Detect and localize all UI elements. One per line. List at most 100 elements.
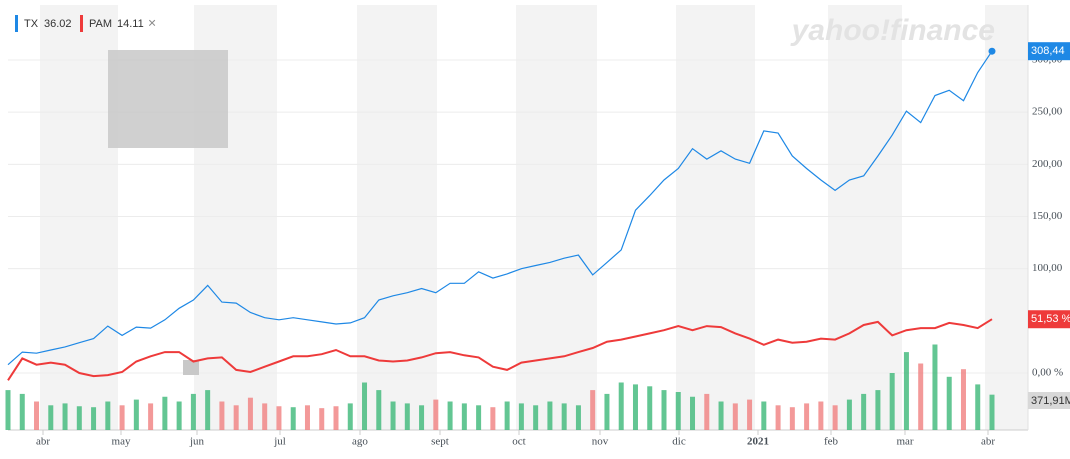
volume-bar xyxy=(419,405,425,430)
volume-bar xyxy=(219,401,225,430)
volume-bar xyxy=(504,401,510,430)
blurred-overlay xyxy=(108,50,228,148)
volume-bar xyxy=(732,403,738,430)
month-band xyxy=(985,5,1028,430)
volume-bar xyxy=(590,390,596,430)
volume-bar xyxy=(404,403,410,430)
volume-bar xyxy=(48,405,54,430)
month-band xyxy=(357,5,437,430)
price-label: 51,53 % xyxy=(1031,313,1070,325)
legend-swatch xyxy=(15,15,18,32)
volume-bar xyxy=(362,382,368,430)
volume-bar xyxy=(804,403,810,430)
x-tick-label: abr xyxy=(36,436,50,448)
volume-bar xyxy=(233,405,239,430)
volume-bar xyxy=(932,344,938,430)
volume-bar xyxy=(704,393,710,430)
y-tick-label: 100,00 xyxy=(1032,262,1063,274)
y-tick-label: 200,00 xyxy=(1032,158,1063,170)
legend-name[interactable]: TX xyxy=(24,18,39,30)
volume-bar xyxy=(690,396,696,430)
volume-bar xyxy=(319,408,325,430)
volume-bar xyxy=(960,369,966,430)
volume-bar xyxy=(918,363,924,430)
volume-bar xyxy=(133,399,139,430)
y-tick-label: 0,00 % xyxy=(1032,367,1063,379)
series-line xyxy=(7,50,993,366)
volume-bar xyxy=(262,403,268,430)
volume-bar xyxy=(176,401,182,430)
volume-bar xyxy=(276,406,282,430)
volume-bar xyxy=(34,401,40,430)
volume-bar xyxy=(205,390,211,430)
volume-bar xyxy=(661,390,667,430)
series-line xyxy=(7,318,993,381)
x-tick-label: feb xyxy=(824,436,839,448)
volume-bar xyxy=(76,406,82,430)
volume-bar xyxy=(148,403,154,430)
last-point xyxy=(988,47,996,55)
month-band xyxy=(676,5,755,430)
event-marker[interactable] xyxy=(183,360,199,375)
volume-bar xyxy=(675,392,681,430)
volume-bar xyxy=(5,390,11,430)
month-band xyxy=(516,5,597,430)
volume-label: 371,91M xyxy=(1031,395,1070,407)
y-tick-label: 150,00 xyxy=(1032,210,1063,222)
volume-bar xyxy=(476,405,482,430)
volume-bar xyxy=(989,394,995,430)
volume-bar xyxy=(91,407,97,430)
volume-bar xyxy=(490,407,496,430)
legend-close[interactable]: × xyxy=(148,15,156,31)
x-tick-label: 2021 xyxy=(747,436,769,448)
volume-bar xyxy=(889,373,895,430)
volume-bar xyxy=(747,399,753,430)
volume-bar xyxy=(547,401,553,430)
volume-bar xyxy=(390,401,396,430)
volume-bar xyxy=(789,407,795,430)
watermark: yahoo!finance xyxy=(790,14,995,47)
volume-bar xyxy=(975,384,981,430)
volume-bar xyxy=(604,393,610,430)
volume-bar xyxy=(832,405,838,430)
volume-bar xyxy=(561,403,567,430)
volume-bar xyxy=(818,401,824,430)
legend: TX 36.02 PAM 14.11 × xyxy=(15,15,156,32)
x-tick-label: dic xyxy=(672,436,686,448)
x-tick-label: sept xyxy=(431,436,449,448)
volume-bar xyxy=(618,382,624,430)
legend-swatch xyxy=(80,15,83,32)
volume-bar xyxy=(162,396,168,430)
x-tick-label: mar xyxy=(896,436,913,448)
volume-bar xyxy=(775,405,781,430)
legend-name[interactable]: PAM xyxy=(89,18,112,30)
legend-value: 36.02 xyxy=(44,18,72,30)
volume-bar xyxy=(290,407,296,430)
volume-badge xyxy=(1028,392,1070,409)
volume-bar xyxy=(119,405,125,430)
volume-bar xyxy=(304,405,310,430)
volume-bar xyxy=(19,393,25,430)
month-band xyxy=(40,5,118,430)
volume-bar xyxy=(647,386,653,430)
x-tick-label: ago xyxy=(352,436,368,448)
price-badge xyxy=(1028,310,1070,329)
volume-bar xyxy=(333,406,339,430)
volume-bar xyxy=(190,393,196,430)
volume-bar xyxy=(376,390,382,430)
volume-bar xyxy=(861,393,867,430)
volume-bar xyxy=(575,405,581,430)
volume-bar xyxy=(347,403,353,430)
volume-bar xyxy=(461,403,467,430)
price-badge xyxy=(1028,42,1070,61)
volume-bar xyxy=(447,401,453,430)
x-tick-label: oct xyxy=(512,436,525,448)
x-tick-label: nov xyxy=(592,436,609,448)
volume-bar xyxy=(903,352,909,430)
volume-bar xyxy=(946,376,952,430)
volume-bar xyxy=(632,384,638,430)
volume-bar xyxy=(761,401,767,430)
volume-bar xyxy=(62,403,68,430)
volume-bar xyxy=(533,405,539,430)
